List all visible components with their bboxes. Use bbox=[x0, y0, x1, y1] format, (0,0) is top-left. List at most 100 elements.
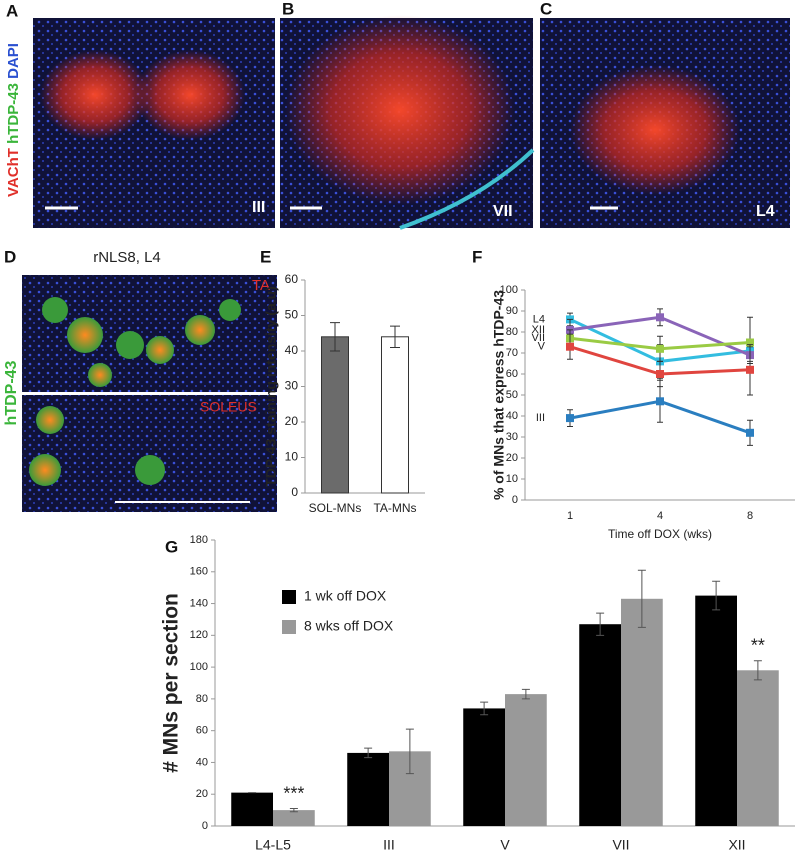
panel-label: C bbox=[540, 0, 552, 18]
y-tick-label: 60 bbox=[285, 272, 299, 286]
y-tick-label: 180 bbox=[190, 534, 208, 546]
series-label: VII bbox=[532, 332, 545, 344]
error-bar bbox=[521, 688, 530, 700]
micrograph-c bbox=[540, 18, 790, 228]
bar bbox=[321, 336, 349, 494]
y-axis-label: % of MNs that express hTDP-43 bbox=[491, 290, 507, 500]
y-tick-label: 60 bbox=[506, 368, 518, 380]
x-tick-label: VII bbox=[612, 837, 629, 853]
bar bbox=[579, 624, 621, 826]
point bbox=[746, 338, 754, 347]
y-tick-label: 40 bbox=[506, 410, 518, 422]
muscle-tag: TA bbox=[252, 277, 270, 294]
point bbox=[656, 370, 664, 378]
stain: VAChT bbox=[5, 148, 22, 197]
panel-label: F bbox=[472, 247, 482, 266]
y-tick-label: 70 bbox=[506, 347, 518, 359]
point bbox=[656, 344, 664, 353]
stain-legend: VAChT hTDP-43 DAPI bbox=[5, 43, 22, 197]
series-label: XII bbox=[532, 324, 545, 336]
x-tick-label: L4-L5 bbox=[255, 837, 291, 853]
panel-label: D bbox=[4, 247, 16, 266]
point bbox=[566, 342, 574, 351]
panel-label: A bbox=[6, 1, 18, 20]
y-tick-label: 20 bbox=[506, 452, 518, 464]
micrograph-d bbox=[22, 275, 277, 512]
x-tick-label: III bbox=[383, 837, 395, 853]
x-tick-label: V bbox=[500, 837, 510, 853]
y-tick-label: 160 bbox=[190, 566, 208, 578]
y-tick-label: 120 bbox=[190, 629, 208, 641]
bar bbox=[273, 810, 315, 826]
error-bar bbox=[712, 580, 721, 611]
y-tick-label: 20 bbox=[285, 414, 299, 428]
point bbox=[746, 365, 754, 374]
error-bar bbox=[405, 728, 414, 775]
y-tick-label: 90 bbox=[506, 305, 518, 317]
error-bar bbox=[637, 569, 646, 628]
level-tag: III bbox=[252, 199, 265, 216]
significance: ** bbox=[751, 636, 765, 656]
y-tick-label: 60 bbox=[196, 725, 208, 737]
stain-label: hTDP-43 bbox=[3, 360, 20, 425]
series-label: V bbox=[538, 341, 546, 353]
significance: *** bbox=[283, 783, 304, 803]
error-bar bbox=[753, 660, 762, 681]
y-tick-label: 0 bbox=[202, 820, 208, 832]
error-bar bbox=[364, 747, 373, 759]
y-tick-label: 80 bbox=[506, 326, 518, 338]
x-tick-label: TA-MNs bbox=[373, 501, 416, 515]
micrograph-a bbox=[33, 18, 275, 228]
y-tick-label: 50 bbox=[506, 389, 518, 401]
x-tick-label: 8 bbox=[747, 510, 753, 522]
panel-label: B bbox=[282, 0, 294, 18]
bar bbox=[505, 694, 547, 826]
y-tick-label: 10 bbox=[285, 450, 299, 464]
y-tick-label: 30 bbox=[506, 431, 518, 443]
error-bar bbox=[390, 325, 400, 348]
micrograph-b bbox=[280, 15, 535, 230]
bar bbox=[381, 336, 409, 494]
stain: hTDP-43 bbox=[5, 83, 22, 144]
x-axis-label: Time off DOX (wks) bbox=[608, 527, 712, 541]
y-tick-label: 140 bbox=[190, 597, 208, 609]
legend-swatch bbox=[282, 590, 296, 604]
muscle-tag: SOLEUS bbox=[200, 399, 257, 415]
error-bar bbox=[330, 322, 340, 352]
y-tick-label: 100 bbox=[500, 284, 518, 296]
y-tick-label: 40 bbox=[285, 343, 299, 357]
panel-title: rNLS8, L4 bbox=[93, 249, 161, 266]
series-label: III bbox=[536, 412, 545, 424]
panel-label: E bbox=[260, 247, 271, 266]
y-tick-label: 20 bbox=[196, 788, 208, 800]
y-tick-label: 40 bbox=[196, 756, 208, 768]
bar bbox=[231, 792, 273, 826]
y-tick-label: 100 bbox=[190, 661, 208, 673]
point bbox=[746, 428, 754, 437]
error-bar bbox=[289, 808, 298, 813]
y-tick-label: 0 bbox=[512, 494, 518, 506]
point bbox=[566, 414, 574, 423]
x-tick-label: 4 bbox=[657, 510, 663, 522]
level-tag: VII bbox=[493, 203, 513, 220]
x-tick-label: 1 bbox=[567, 510, 573, 522]
y-tick-label: 0 bbox=[291, 485, 298, 499]
panel-label: G bbox=[165, 537, 178, 556]
point bbox=[656, 313, 664, 322]
bar bbox=[347, 752, 389, 826]
legend-label: 1 wk off DOX bbox=[304, 588, 387, 604]
x-tick-label: XII bbox=[728, 837, 745, 853]
bar bbox=[463, 708, 505, 826]
legend-label: 8 wks off DOX bbox=[304, 618, 394, 634]
y-tick-label: 10 bbox=[506, 473, 518, 485]
level-tag: L4 bbox=[756, 203, 775, 220]
bar bbox=[621, 598, 663, 826]
bar bbox=[737, 670, 779, 826]
bar bbox=[695, 595, 737, 826]
y-tick-label: 50 bbox=[285, 308, 299, 322]
y-tick-label: 30 bbox=[285, 379, 299, 393]
error-bar bbox=[596, 612, 605, 636]
x-tick-label: SOL-MNs bbox=[309, 501, 362, 515]
series-label: L4 bbox=[533, 313, 545, 325]
y-axis-label: TDP-43 staining intensity (a.u) bbox=[263, 286, 279, 487]
